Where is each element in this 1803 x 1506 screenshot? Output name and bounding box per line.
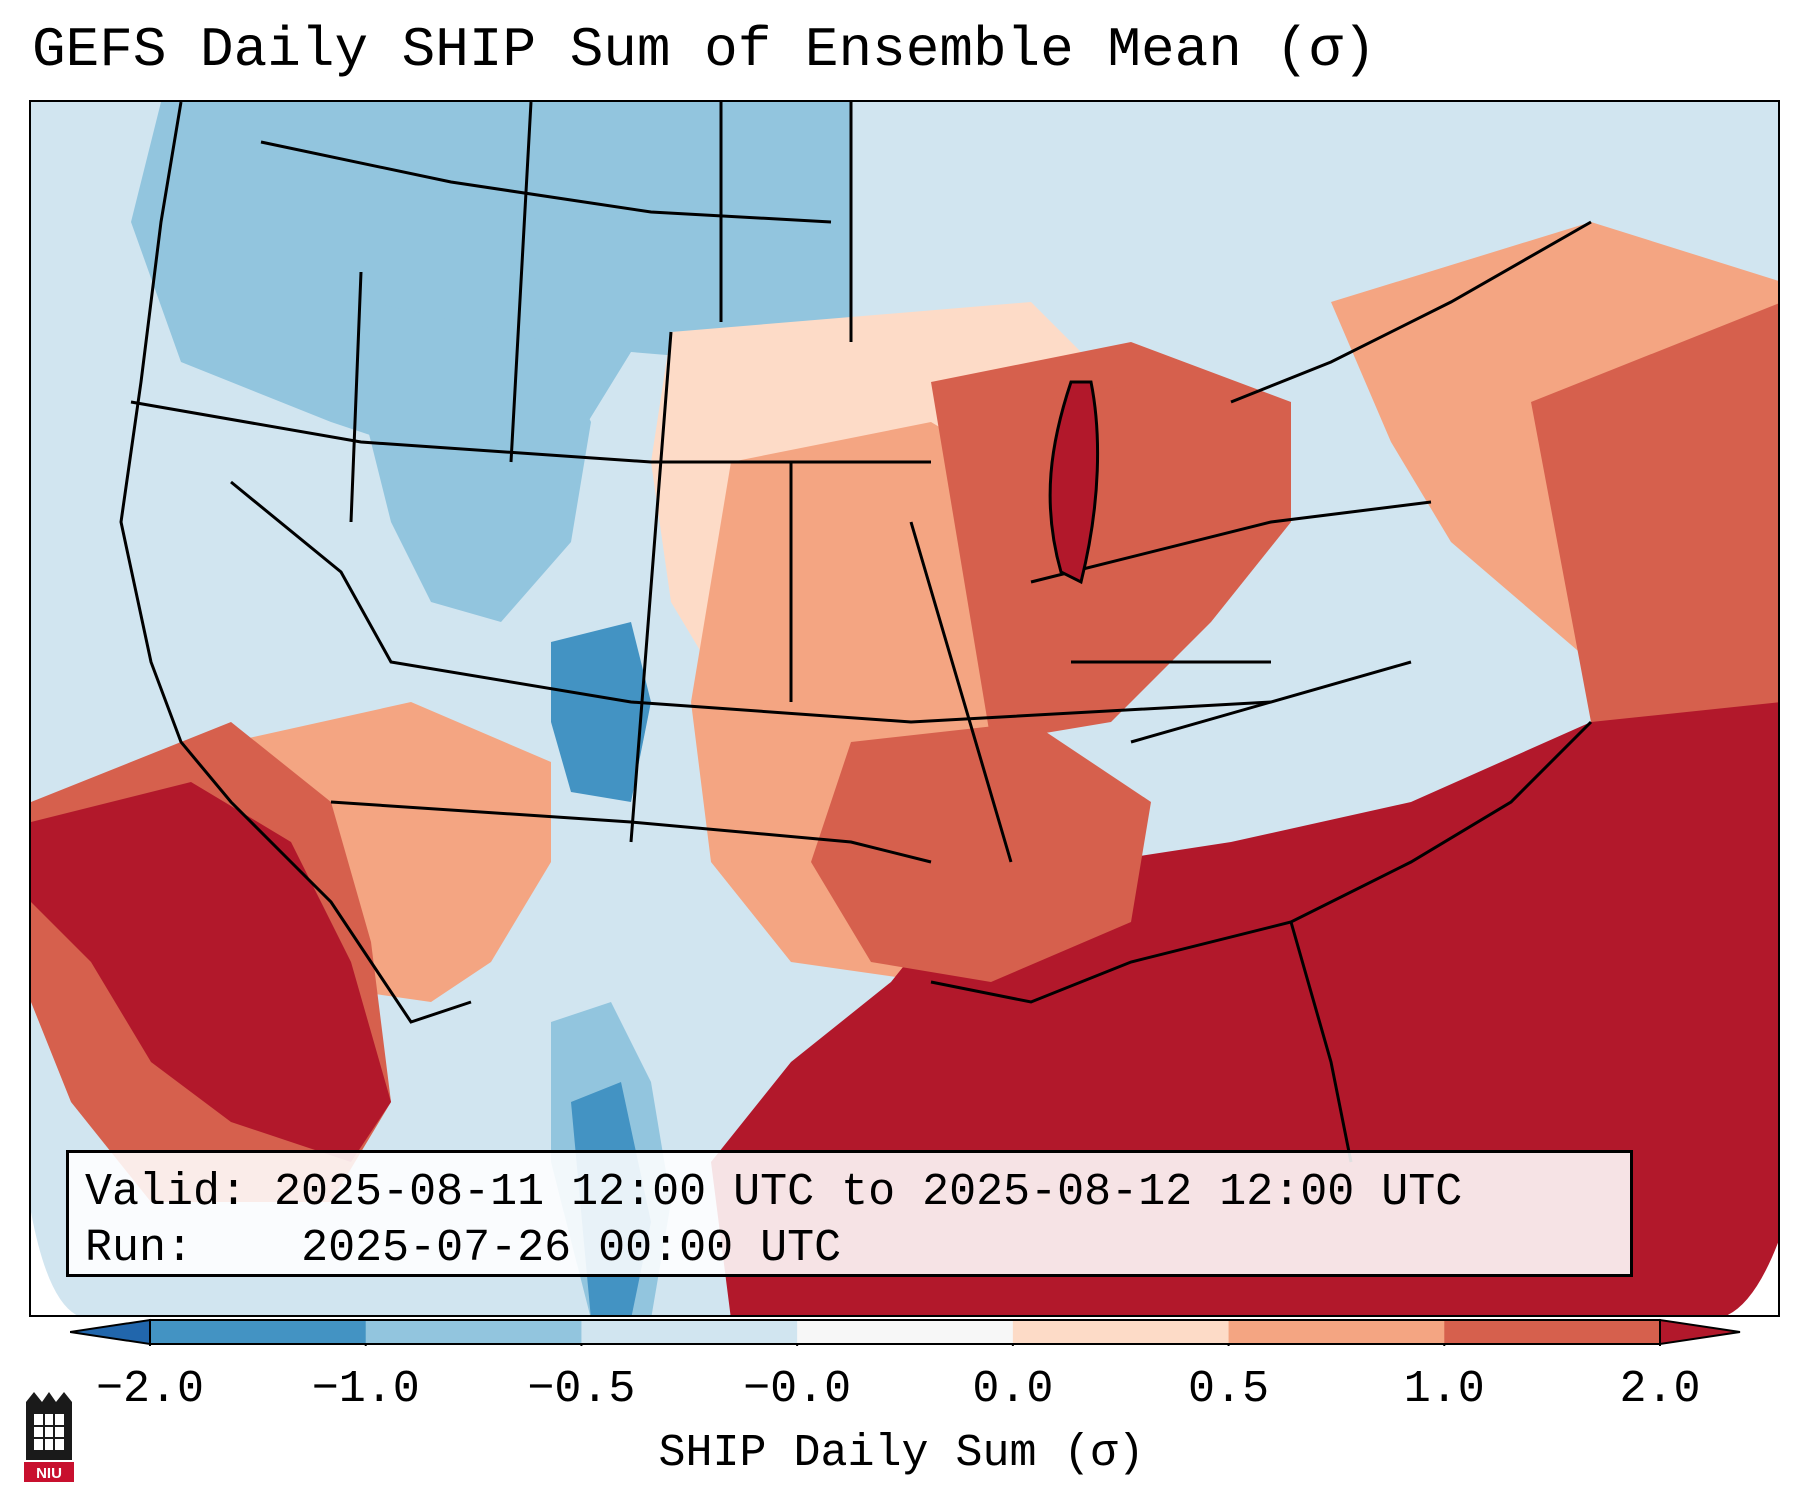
colorbar-tick-label: −0.5	[527, 1364, 636, 1415]
colorbar-bin	[797, 1320, 1014, 1344]
colorbar-bin	[1012, 1320, 1230, 1344]
colorbar-bin	[1444, 1320, 1661, 1344]
ship-anomaly-map	[31, 102, 1778, 1315]
colorbar-tick-label: −2.0	[95, 1364, 205, 1415]
valid-value: 2025-08-11 12:00 UTC to 2025-08-12 12:00…	[274, 1167, 1463, 1218]
chart-title: GEFS Daily SHIP Sum of Ensemble Mean (σ)	[32, 18, 1377, 82]
colorbar-tick-label: 2.0	[1619, 1364, 1701, 1415]
colorbar-tick-label: 0.0	[972, 1364, 1054, 1415]
colorbar-tick-label: −0.0	[743, 1364, 852, 1415]
colorbar-bin	[150, 1320, 367, 1344]
colorbar-extend-max	[1659, 1318, 1741, 1346]
colorbar-tick-label: 1.0	[1403, 1364, 1485, 1415]
colorbar-bin	[1228, 1320, 1445, 1344]
colorbar-tick-label: −1.0	[311, 1364, 420, 1415]
colorbar-label: SHIP Daily Sum (σ)	[658, 1428, 1145, 1479]
map-panel	[29, 100, 1780, 1317]
run-label: Run:	[85, 1223, 194, 1274]
colorbar	[70, 1318, 1741, 1346]
valid-label: Valid:	[85, 1167, 248, 1218]
colorbar-extend-min	[70, 1318, 151, 1346]
niu-logo: NIU	[24, 1392, 74, 1482]
colorbar-tick-label: 0.5	[1188, 1364, 1270, 1415]
logo-text: NIU	[36, 1465, 62, 1482]
valid-run-box: Valid: 2025-08-11 12:00 UTC to 2025-08-1…	[66, 1150, 1633, 1277]
run-value: 2025-07-26 00:00 UTC	[301, 1223, 842, 1274]
colorbar-bin	[365, 1320, 582, 1344]
colorbar-bin	[581, 1320, 798, 1344]
